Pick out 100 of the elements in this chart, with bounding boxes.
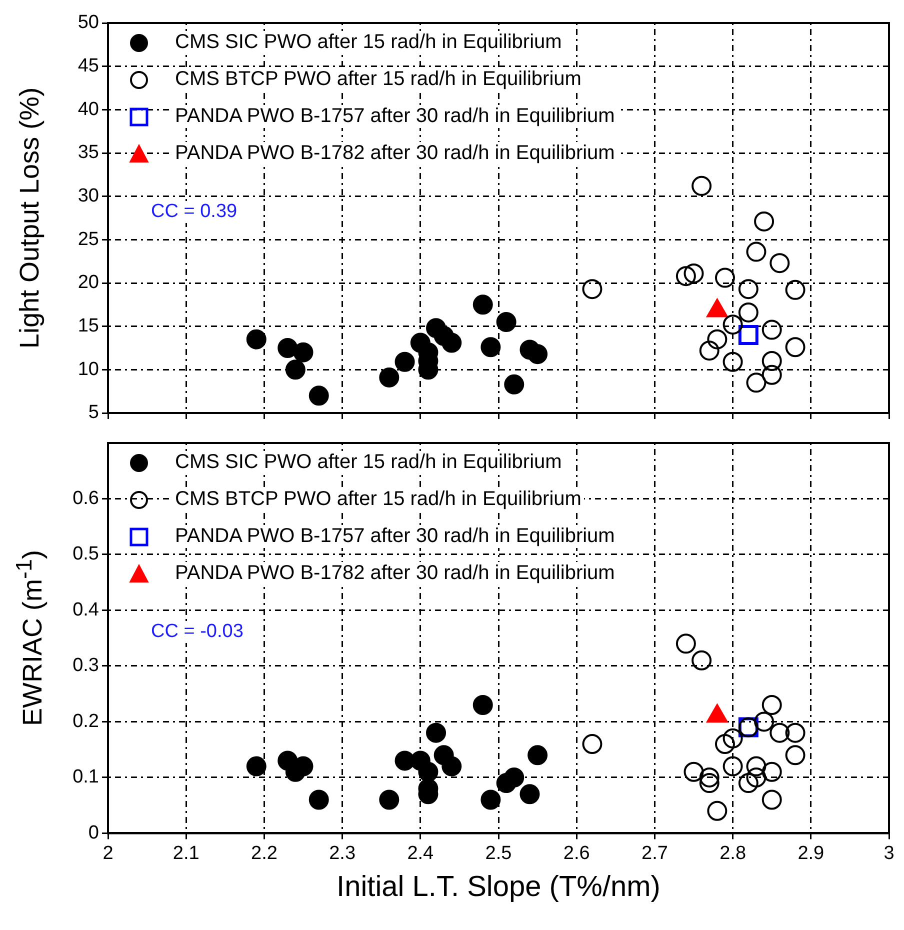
point [582, 734, 602, 754]
point [528, 344, 548, 364]
point [582, 279, 602, 300]
point [308, 386, 329, 406]
y-tick-label: 10 [78, 358, 99, 380]
legend-label: CMS BTCP PWO after 15 rad/h in Equilibrium [172, 488, 584, 511]
point [785, 337, 806, 358]
point [746, 372, 766, 393]
x-tick-label: 3 [884, 842, 894, 864]
point [754, 211, 774, 232]
x-tick-label: 2.8 [720, 842, 746, 864]
point [676, 634, 696, 654]
point [746, 756, 766, 776]
y-tick-label: 0.2 [72, 710, 99, 732]
point [472, 294, 493, 315]
point [722, 352, 743, 372]
point [293, 342, 314, 362]
point [762, 320, 782, 340]
x-tick-label: 2.1 [172, 842, 200, 864]
point [714, 734, 735, 754]
point [722, 756, 743, 776]
point [707, 800, 728, 821]
point [504, 374, 524, 394]
point [246, 756, 266, 776]
legend-label: PANDA PWO B-1757 after 30 rad/h in Equilibrium [172, 525, 618, 548]
x-axis-title: Initial L.T. Slope (T%/nm) [336, 871, 660, 904]
x-tick-label: 2.4 [407, 842, 434, 864]
point [785, 722, 806, 743]
point [285, 360, 306, 380]
y-tick-label: 0.6 [72, 488, 99, 509]
legend-label: CMS SIC PWO after 15 rad/h in Equilibrium [172, 31, 565, 54]
point [472, 694, 493, 715]
x-tick-label: 2.2 [250, 842, 278, 864]
y-tick-label: 40 [78, 98, 99, 120]
legend-label: PANDA PWO B-1782 after 30 rad/h in Equilibrium [172, 562, 618, 585]
annotation: CC = 0.39 [148, 201, 240, 223]
y-tick-label: 0.5 [72, 544, 99, 565]
point [714, 268, 735, 288]
point [699, 773, 720, 794]
point [379, 367, 400, 388]
point [308, 790, 329, 810]
legend-label: PANDA PWO B-1782 after 30 rad/h in Equilibrium [172, 142, 618, 165]
point [278, 338, 298, 358]
x-tick-label: 2 [102, 842, 114, 864]
point [699, 340, 720, 361]
x-tick-label: 2.5 [485, 842, 512, 864]
point [480, 337, 501, 358]
point [738, 279, 758, 300]
point [379, 790, 400, 810]
x-tick-label: 2.3 [329, 842, 356, 864]
point [692, 176, 712, 196]
point [684, 762, 704, 782]
y-tick-label: 0 [88, 822, 99, 844]
y-tick-label: 5 [88, 402, 99, 424]
point [746, 767, 766, 788]
point [746, 242, 766, 262]
annotation: CC = -0.03 [148, 621, 246, 643]
x-tick-label: 2.6 [563, 842, 590, 864]
point [520, 784, 540, 804]
point [785, 745, 806, 766]
point [684, 263, 704, 284]
point [707, 329, 728, 350]
legend-label: CMS SIC PWO after 15 rad/h in Equilibrium [172, 451, 565, 474]
point [738, 302, 758, 322]
x-tick-label: 2.7 [641, 842, 668, 864]
point [770, 722, 790, 743]
point [442, 756, 462, 776]
point [762, 694, 782, 715]
point [762, 351, 782, 371]
y-tick-label: 0.1 [72, 766, 99, 788]
point [246, 329, 266, 350]
y-axis-title: Light Output Loss (%) [14, 87, 46, 349]
point [480, 790, 501, 810]
x-tick-label: 2.9 [798, 842, 824, 864]
y-tick-label: 35 [78, 142, 99, 164]
point [754, 712, 774, 732]
point [692, 650, 712, 670]
y-tick-label: 45 [78, 56, 99, 77]
point [394, 352, 415, 372]
point [504, 767, 524, 788]
point [442, 332, 462, 353]
point [699, 767, 720, 788]
y-tick-label: 50 [78, 12, 99, 34]
y-tick-label: 20 [78, 272, 99, 294]
point [762, 762, 782, 782]
point [738, 325, 758, 345]
y-tick-label: 0.4 [72, 599, 100, 620]
point [418, 762, 438, 782]
point [785, 280, 806, 300]
legend-label: PANDA PWO B-1757 after 30 rad/h in Equilibrium [172, 105, 618, 128]
y-tick-label: 15 [78, 316, 99, 337]
point [426, 722, 446, 743]
y-tick-label: 30 [78, 186, 99, 207]
point [762, 364, 782, 385]
point [528, 745, 548, 766]
point [722, 314, 743, 335]
point [762, 790, 782, 810]
point [676, 266, 696, 286]
point [722, 728, 743, 748]
y-tick-label: 25 [78, 228, 99, 250]
